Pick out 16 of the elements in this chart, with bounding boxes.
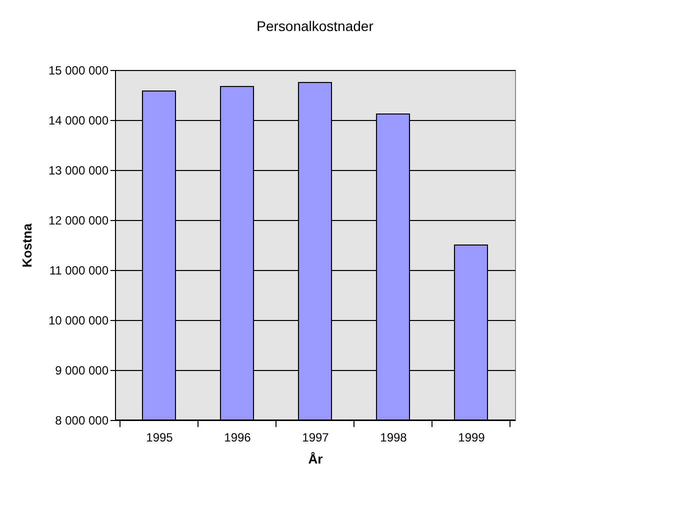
y-tick-label: 10 000 000: [48, 314, 109, 328]
y-tick-label: 11 000 000: [49, 264, 109, 278]
y-tick-label: 12 000 000: [48, 214, 109, 228]
x-tick-label: 1996: [224, 430, 252, 444]
x-tick-label: 1999: [458, 430, 486, 444]
x-axis-title: År: [308, 452, 323, 466]
x-tick-label: 1998: [380, 430, 408, 444]
y-tick-label: 14 000 000: [48, 114, 109, 128]
y-tick-label: 9 000 000: [55, 364, 109, 378]
y-tick-label: 8 000 000: [55, 414, 109, 428]
y-tick-label: 13 000 000: [48, 164, 109, 178]
y-tick-label: 15 000 000: [48, 64, 109, 78]
y-axis-title: Kostna: [19, 222, 34, 268]
chart-title: Personalkostnader: [256, 18, 374, 34]
x-tick-label: 1995: [146, 430, 174, 444]
x-tick-label: 1997: [302, 430, 330, 444]
